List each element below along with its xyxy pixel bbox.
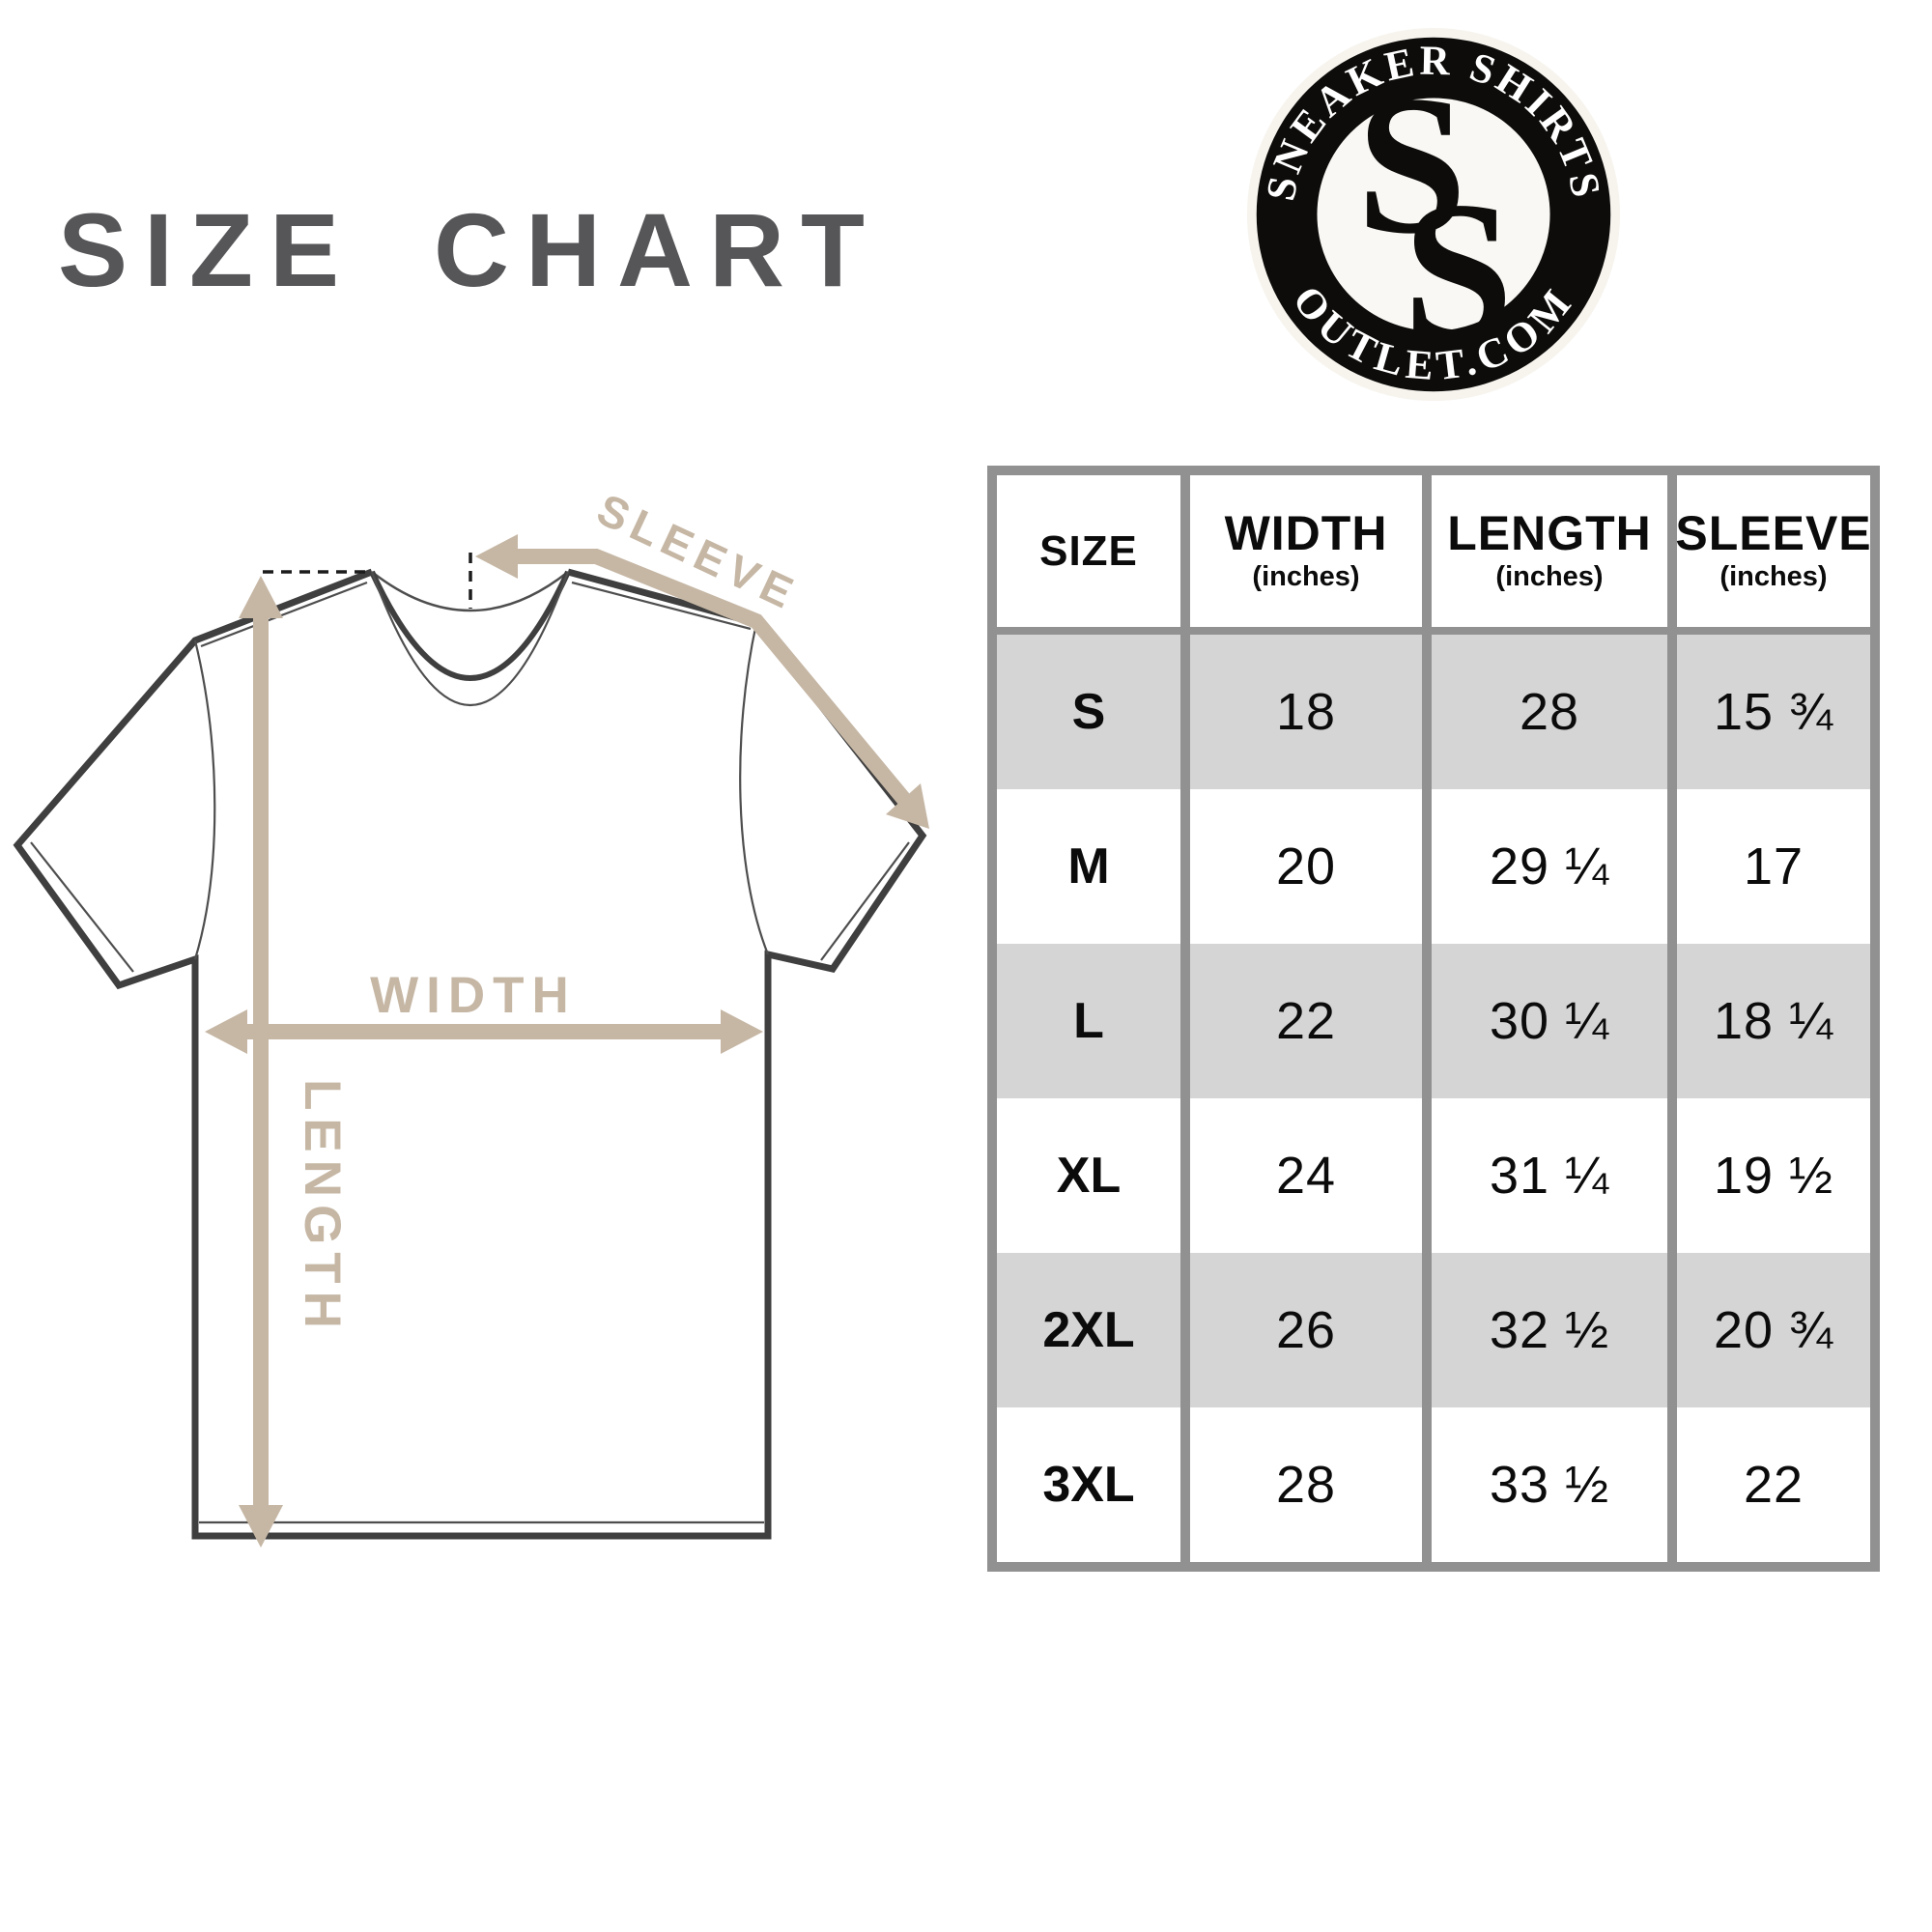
size-value: 3XL — [1042, 1457, 1135, 1513]
width-value: 24 — [1275, 1147, 1337, 1205]
svg-text:S: S — [1403, 160, 1513, 381]
tshirt-body — [17, 572, 923, 1536]
column-sublabel: (inches) — [1252, 561, 1360, 592]
brand-badge: SNEAKER SHIRTS OUTLET.COM S S — [1246, 27, 1621, 402]
table-row-2xl-width: 26 — [1190, 1253, 1422, 1407]
width-value: 28 — [1275, 1456, 1337, 1514]
width-label: WIDTH — [370, 967, 577, 1024]
table-row-m-length: 29 ¼ — [1432, 789, 1667, 944]
length-value: 31 ¼ — [1489, 1147, 1610, 1205]
table-row-m-sleeve: 17 — [1677, 789, 1870, 944]
table-row-s-width: 18 — [1190, 635, 1422, 789]
length-arrow — [239, 576, 283, 1548]
table-row-l-sleeve: 18 ¼ — [1677, 944, 1870, 1098]
table-row-s-sleeve: 15 ¾ — [1677, 635, 1870, 789]
page-title: SIZE CHART — [58, 191, 881, 308]
width-arrow — [205, 1009, 763, 1054]
size-value: 2XL — [1042, 1302, 1135, 1358]
sleeve-value: 15 ¾ — [1713, 683, 1834, 741]
table-row-l-length: 30 ¼ — [1432, 944, 1667, 1098]
length-value: 32 ½ — [1489, 1301, 1610, 1359]
table-row-2xl-length: 32 ½ — [1432, 1253, 1667, 1407]
left-shoulder-seam — [200, 581, 368, 648]
table-row-2xl-size: 2XL — [997, 1253, 1180, 1407]
sleeve-value: 22 — [1743, 1456, 1804, 1514]
width-value: 26 — [1275, 1301, 1337, 1359]
table-row-3xl-width: 28 — [1190, 1407, 1422, 1562]
width-value: 18 — [1275, 683, 1337, 741]
column-label: SIZE — [1039, 526, 1138, 575]
length-value: 29 ¼ — [1489, 838, 1610, 895]
column-label: WIDTH — [1224, 506, 1388, 560]
size-value: XL — [1056, 1148, 1122, 1204]
table-row-s-size: S — [997, 635, 1180, 789]
sleeve-value: 20 ¾ — [1713, 1301, 1834, 1359]
table-row-xl-size: XL — [997, 1098, 1180, 1253]
collar-ribbing-arc — [370, 571, 570, 707]
table-row-3xl-sleeve: 22 — [1677, 1407, 1870, 1562]
sleeve-value: 17 — [1743, 838, 1804, 895]
header-cell-sleeve: SLEEVE (inches) — [1675, 475, 1872, 635]
column-label: SLEEVE — [1675, 506, 1872, 560]
length-label: LENGTH — [294, 1079, 351, 1336]
table-row-s-length: 28 — [1432, 635, 1667, 789]
length-value: 33 ½ — [1489, 1456, 1610, 1514]
collar-front-arc — [369, 570, 571, 681]
header-cell-width: WIDTH (inches) — [1190, 475, 1422, 635]
table-row-l-width: 22 — [1190, 944, 1422, 1098]
size-value: M — [1067, 838, 1110, 895]
size-table: SIZE WIDTH (inches) LENGTH (inches) SLEE… — [987, 466, 1880, 1572]
table-row-xl-sleeve: 19 ½ — [1677, 1098, 1870, 1253]
table-row-l-size: L — [997, 944, 1180, 1098]
right-armhole-seam — [739, 622, 770, 955]
table-row-m-width: 20 — [1190, 789, 1422, 944]
badge-inner-circle — [1317, 98, 1550, 331]
width-value: 20 — [1275, 838, 1337, 895]
length-value: 30 ¼ — [1489, 992, 1610, 1050]
right-cuff-seam — [820, 841, 910, 961]
tshirt-diagram: WIDTH LENGTH SLEEVE — [13, 484, 929, 1548]
table-row-2xl-sleeve: 20 ¾ — [1677, 1253, 1870, 1407]
sleeve-value: 18 ¼ — [1713, 992, 1834, 1050]
header-cell-length: LENGTH (inches) — [1432, 475, 1667, 635]
collar-back-arc — [371, 571, 569, 612]
size-value: S — [1071, 684, 1106, 740]
table-row-xl-width: 24 — [1190, 1098, 1422, 1253]
table-row-xl-length: 31 ¼ — [1432, 1098, 1667, 1253]
width-value: 22 — [1275, 992, 1337, 1050]
table-row-3xl-length: 33 ½ — [1432, 1407, 1667, 1562]
column-sublabel: (inches) — [1719, 561, 1828, 592]
header-cell-size: SIZE — [997, 475, 1180, 635]
size-value: L — [1073, 993, 1104, 1049]
left-cuff-seam — [30, 841, 134, 973]
badge-ss-monogram-icon: S S — [1356, 55, 1513, 382]
column-sublabel: (inches) — [1495, 561, 1604, 592]
length-value: 28 — [1519, 683, 1580, 741]
column-label: LENGTH — [1447, 506, 1652, 560]
svg-text:S: S — [1356, 55, 1466, 275]
right-shoulder-seam — [571, 581, 752, 631]
table-row-m-size: M — [997, 789, 1180, 944]
sleeve-value: 19 ½ — [1713, 1147, 1834, 1205]
table-row-3xl-size: 3XL — [997, 1407, 1180, 1562]
left-armhole-seam — [193, 639, 216, 960]
sleeve-arrow — [475, 534, 929, 829]
